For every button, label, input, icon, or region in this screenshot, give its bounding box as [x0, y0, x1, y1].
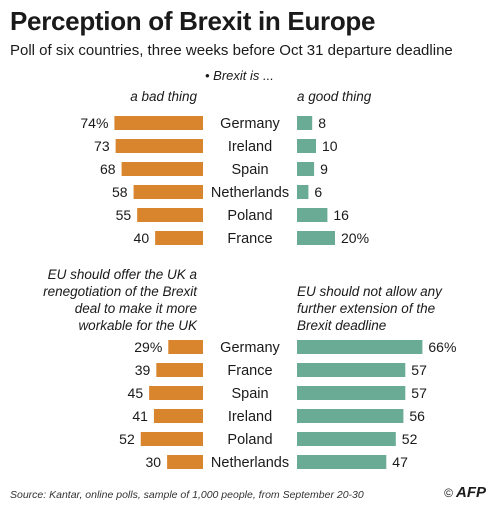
bar-right: [297, 455, 387, 469]
question-label: • Brexit is ...: [205, 68, 274, 83]
country-label: Germany: [220, 340, 280, 356]
bar-right: [297, 340, 423, 354]
bar-right: [297, 208, 328, 222]
data-label-right: 16: [333, 207, 349, 223]
country-label: France: [227, 231, 272, 247]
header-good-thing: a good thing: [297, 89, 372, 104]
bar-right: [297, 162, 315, 176]
data-label-left: 29%: [134, 339, 162, 355]
data-label-left: 52: [119, 431, 135, 447]
country-label: Ireland: [228, 409, 272, 425]
bar-left: [167, 455, 203, 469]
country-label: Poland: [227, 432, 272, 448]
data-label-left: 68: [100, 161, 116, 177]
country-label: Spain: [231, 162, 268, 178]
bar-left: [114, 116, 203, 130]
data-label-right: 9: [320, 161, 328, 177]
country-label: France: [227, 363, 272, 379]
data-label-left: 74%: [80, 115, 108, 131]
data-label-right: 10: [322, 138, 338, 154]
bar-left: [140, 432, 203, 446]
bar-left: [168, 340, 203, 354]
data-label-left: 40: [134, 230, 150, 246]
data-label-right: 57: [411, 385, 427, 401]
data-label-left: 55: [116, 207, 132, 223]
bar-left: [155, 231, 203, 245]
data-label-right: 6: [314, 184, 322, 200]
bar-right: [297, 231, 335, 245]
bar-left: [133, 185, 203, 199]
data-label-left: 58: [112, 184, 128, 200]
country-label: Germany: [220, 116, 280, 132]
country-label: Netherlands: [211, 185, 289, 201]
bar-left: [121, 162, 203, 176]
data-label-left: 30: [146, 454, 162, 470]
data-label-right: 47: [392, 454, 408, 470]
data-label-left: 45: [128, 385, 144, 401]
data-label-right: 57: [411, 362, 427, 378]
country-label: Poland: [227, 208, 272, 224]
country-label: Spain: [231, 386, 268, 402]
data-label-left: 73: [94, 138, 110, 154]
chart-title: Perception of Brexit in Europe: [10, 6, 376, 36]
bar-right: [297, 116, 313, 130]
data-label-right: 20%: [341, 230, 369, 246]
data-label-right: 8: [318, 115, 326, 131]
afp-logo: © AFP: [444, 484, 486, 501]
data-label-right: 52: [402, 431, 418, 447]
bar-right: [297, 432, 396, 446]
bar-left: [149, 386, 203, 400]
bar-right: [297, 185, 309, 199]
bar-right: [297, 386, 406, 400]
bar-left: [153, 409, 203, 423]
header-bad-thing: a bad thing: [130, 89, 197, 104]
data-label-right: 66%: [428, 339, 456, 355]
bar-left: [137, 208, 203, 222]
data-label-right: 56: [409, 408, 425, 424]
data-label-left: 39: [135, 362, 151, 378]
bar-left: [156, 363, 203, 377]
country-label: Ireland: [228, 139, 272, 155]
bar-left: [115, 139, 203, 153]
header-no-extension: EU should not allow any further extensio…: [297, 284, 442, 333]
bar-right: [297, 139, 316, 153]
source-note: Source: Kantar, online polls, sample of …: [10, 489, 364, 501]
bar-right: [297, 409, 404, 423]
data-label-left: 41: [132, 408, 148, 424]
country-label: Netherlands: [211, 455, 289, 471]
copyright-symbol: ©: [444, 486, 453, 500]
bar-right: [297, 363, 406, 377]
agency-name: AFP: [456, 484, 486, 501]
chart-subtitle: Poll of six countries, three weeks befor…: [10, 42, 453, 59]
header-renegotiation: EU should offer the UK a renegotiation o…: [43, 267, 197, 333]
